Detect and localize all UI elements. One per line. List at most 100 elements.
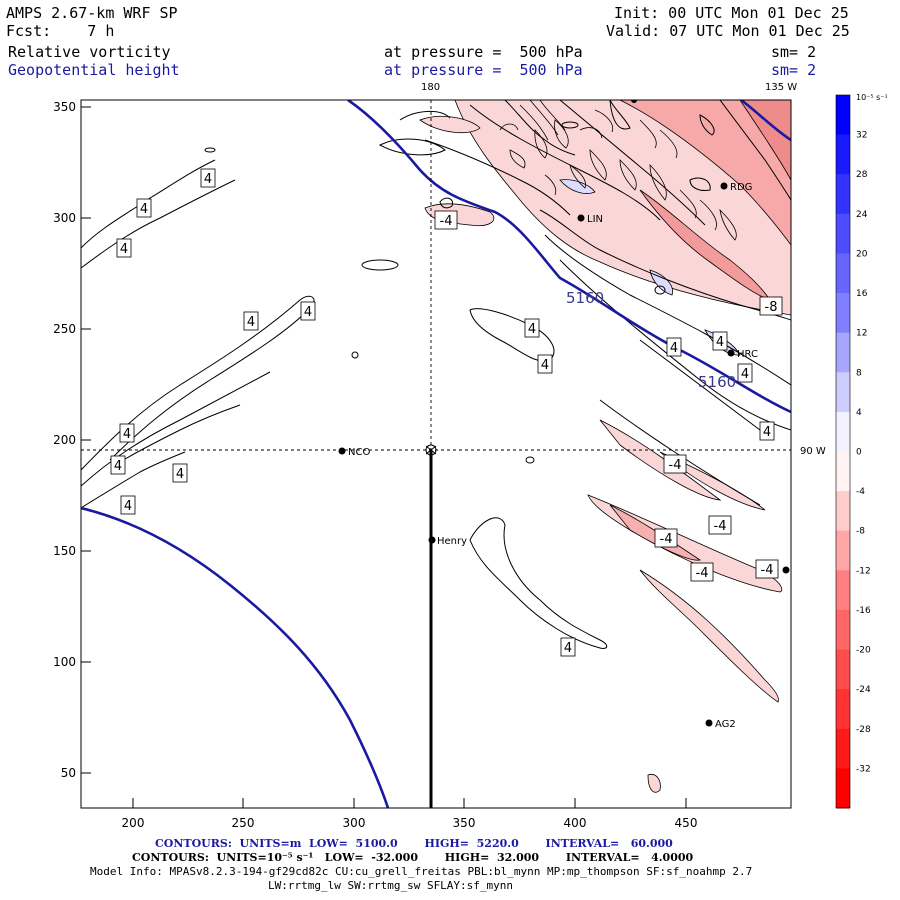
colorbar-swatch xyxy=(836,451,850,492)
svg-text:-4: -4 xyxy=(696,566,709,581)
colorbar-swatch xyxy=(836,728,850,769)
colorbar-tick-label: -24 xyxy=(856,685,871,695)
colorbar-swatch xyxy=(836,253,850,294)
footer-model-info-2: LW:rrtmg_lw SW:rrtmg_sw SFLAY:sf_mynn xyxy=(268,879,514,892)
colorbar-tick-label: -8 xyxy=(856,527,865,537)
svg-text:4: 4 xyxy=(176,467,184,482)
svg-text:4: 4 xyxy=(124,499,132,514)
station-henry-dot xyxy=(428,536,436,544)
init-time: Init: 00 UTC Mon 01 Dec 25 xyxy=(614,4,849,22)
svg-text:4: 4 xyxy=(670,341,678,356)
valid-time: Valid: 07 UTC Mon 01 Dec 25 xyxy=(606,22,850,40)
vorticity-contour-label: 4 xyxy=(110,455,126,475)
station-hrc-dot xyxy=(727,349,735,357)
meridian-label-180: 180 xyxy=(421,82,440,93)
svg-text:-4: -4 xyxy=(440,214,453,229)
colorbar-tick-label: 16 xyxy=(856,289,868,299)
svg-text:4: 4 xyxy=(120,242,128,257)
colorbar-tick-label: -20 xyxy=(856,646,871,656)
field1-level: at pressure = 500 hPa xyxy=(384,43,583,61)
terrain-noise-contours xyxy=(499,100,737,241)
x-tick-label: 200 xyxy=(122,816,145,830)
vorticity-contour-label: -4 xyxy=(434,210,458,230)
y-tick-label: 150 xyxy=(53,544,76,558)
colorbar-swatch xyxy=(836,491,850,532)
field2-level: at pressure = 500 hPa xyxy=(384,61,583,79)
station-lin-dot xyxy=(577,214,585,222)
svg-text:4: 4 xyxy=(541,358,549,373)
colorbar-tick-label: 24 xyxy=(856,210,868,220)
vorticity-contour-label: 4 xyxy=(119,423,135,443)
colorbar-swatch xyxy=(836,134,850,175)
station-nco-dot xyxy=(338,447,346,455)
colorbar-tick-label: 8 xyxy=(856,368,862,378)
colorbar-tick-label: -32 xyxy=(856,764,871,774)
vorticity-contour-label: -4 xyxy=(708,515,732,535)
svg-text:4: 4 xyxy=(123,427,131,442)
model-title: AMPS 2.67-km WRF SP xyxy=(6,4,178,22)
svg-text:4: 4 xyxy=(114,459,122,474)
colorbar-swatch xyxy=(836,293,850,334)
vorticity-contours xyxy=(81,100,791,649)
map-plot-area: NCO Henry AG2 HRC RDG LIN 5160 5160 4 4 4 4… xyxy=(81,100,791,808)
colorbar-swatch xyxy=(836,530,850,571)
station-label-henry: Henry xyxy=(437,536,467,547)
svg-text:4: 4 xyxy=(564,641,572,656)
colorbar-tick-label: 4 xyxy=(856,408,862,418)
colorbar-tick-label: -4 xyxy=(856,487,865,497)
station-markers xyxy=(338,100,790,727)
colorbar-swatch xyxy=(836,213,850,254)
footer-vorticity-contours: CONTOURS: UNITS=10⁻⁵ s⁻¹ LOW= -32.000 HI… xyxy=(132,851,694,864)
vorticity-contour-label: 4 xyxy=(737,363,753,383)
colorbar: 32 28 24 20 16 12 8 4 0 -4 -8 -12 -16 -20 -24 -28 -32 xyxy=(835,94,871,809)
colorbar-swatch xyxy=(836,768,850,809)
vorticity-contour-label: 4 xyxy=(200,168,216,188)
station-label-lin: LIN xyxy=(587,214,603,225)
field1-smoothing: sm= 2 xyxy=(771,43,817,61)
colorbar-unit: 10⁻⁵ s⁻¹ xyxy=(856,93,888,102)
vorticity-contour-label: 4 xyxy=(136,198,152,218)
colorbar-swatch xyxy=(836,570,850,611)
colorbar-frame xyxy=(835,94,851,809)
height-label: 5160 xyxy=(698,373,736,391)
colorbar-swatch xyxy=(836,372,850,413)
vorticity-contour-label: 4 xyxy=(120,495,136,515)
colorbar-tick-label: 20 xyxy=(856,249,868,259)
colorbar-swatch xyxy=(836,649,850,690)
colorbar-tick-label: -16 xyxy=(856,606,871,616)
height-label: 5160 xyxy=(566,289,604,307)
vorticity-contour-label: 4 xyxy=(560,637,576,657)
colorbar-tick-label: 28 xyxy=(856,170,868,180)
vorticity-contour-label: 4 xyxy=(712,331,728,351)
colorbar-swatch xyxy=(836,332,850,373)
station-dot-top xyxy=(631,100,637,103)
colorbar-tick-label: -12 xyxy=(856,566,871,576)
station-label-ag2: AG2 xyxy=(715,719,736,730)
vorticity-contour-label: -8 xyxy=(759,296,783,316)
svg-text:4: 4 xyxy=(528,322,536,337)
geopotential-height-contours xyxy=(81,100,791,808)
svg-text:-8: -8 xyxy=(765,300,778,315)
x-tick-label: 300 xyxy=(343,816,366,830)
footer-height-contours: CONTOURS: UNITS=m LOW= 5100.0 HIGH= 5220… xyxy=(155,837,673,850)
forecast-hour: Fcst: 7 h xyxy=(6,22,115,40)
plot-frame xyxy=(80,99,792,809)
svg-text:4: 4 xyxy=(140,202,148,217)
station-label-rdg: RDG xyxy=(730,182,752,193)
vorticity-contour-label: -4 xyxy=(690,562,714,582)
vorticity-contour-label: 4 xyxy=(524,318,540,338)
meridian-label-90w: 90 W xyxy=(800,446,826,457)
vorticity-contour-label: -4 xyxy=(654,528,678,548)
svg-text:4: 4 xyxy=(763,425,771,440)
colorbar-swatch xyxy=(836,95,850,136)
vorticity-contour-label: 4 xyxy=(243,311,259,331)
x-tick-label: 400 xyxy=(564,816,587,830)
colorbar-swatch xyxy=(836,174,850,215)
svg-text:4: 4 xyxy=(304,305,312,320)
colorbar-tick-label: 32 xyxy=(856,131,867,141)
colorbar-swatch xyxy=(836,609,850,651)
meridian-label-135w: 135 W xyxy=(765,82,797,93)
y-tick-label: 300 xyxy=(53,211,76,225)
vorticity-contour-label: -4 xyxy=(663,454,687,474)
